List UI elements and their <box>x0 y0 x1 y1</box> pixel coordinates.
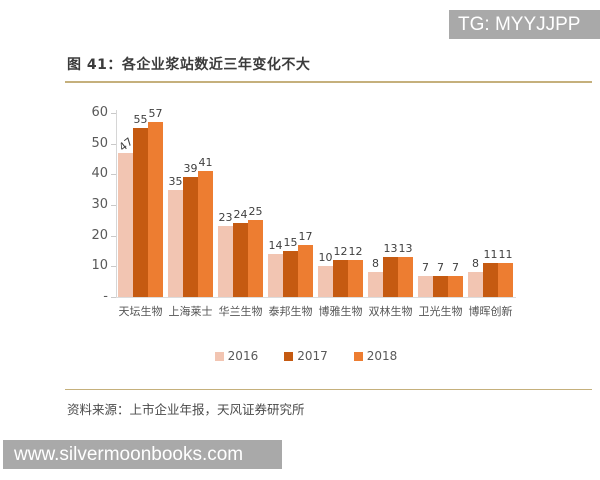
y-axis-tick <box>111 144 116 145</box>
legend-item-2018: 2018 <box>353 349 398 363</box>
value-label-2017-天坛生物: 55 <box>133 113 148 126</box>
title-divider-line <box>65 81 592 83</box>
value-label-2018-泰邦生物: 17 <box>298 230 313 243</box>
website-url-text: www.silvermoonbooks.com <box>14 444 244 465</box>
value-label-2016-博雅生物: 10 <box>318 251 333 264</box>
y-axis-label: 60 <box>91 105 108 120</box>
y-axis-label: 50 <box>91 136 108 151</box>
value-label-2016-双林生物: 8 <box>372 257 379 270</box>
value-label-2017-华兰生物: 24 <box>233 208 248 221</box>
legend-swatch-2016 <box>214 351 224 361</box>
x-axis-label-上海莱士: 上海莱士 <box>168 305 213 318</box>
legend-item-2017: 2017 <box>284 349 328 363</box>
x-axis-label-卫光生物: 卫光生物 <box>418 305 463 318</box>
value-label-2017-泰邦生物: 15 <box>283 236 298 249</box>
bar-2017-泰邦生物 <box>283 251 298 297</box>
y-axis-tick <box>111 174 116 175</box>
y-axis-tick <box>111 113 116 114</box>
y-axis-label: - <box>103 289 108 304</box>
bar-2016-博雅生物 <box>318 266 333 297</box>
x-axis-label-华兰生物: 华兰生物 <box>218 305 263 318</box>
y-axis-label: 30 <box>91 197 108 212</box>
value-label-2018-博晖创新: 11 <box>498 248 513 261</box>
legend-swatch-2018 <box>353 351 363 361</box>
value-label-2017-双林生物: 13 <box>383 242 398 255</box>
value-label-2016-卫光生物: 7 <box>422 261 429 274</box>
value-label-2018-上海莱士: 41 <box>198 156 213 169</box>
bar-2017-博雅生物 <box>333 260 348 297</box>
y-axis-label: 10 <box>91 258 108 273</box>
y-axis-tick <box>111 266 116 267</box>
bar-2016-华兰生物 <box>218 226 233 297</box>
legend-item-2016: 2016 <box>214 349 259 363</box>
bar-2018-上海莱士 <box>198 171 213 297</box>
value-label-2016-上海莱士: 35 <box>168 175 183 188</box>
value-label-2017-博雅生物: 12 <box>333 245 348 258</box>
y-axis-tick <box>111 236 116 237</box>
legend-label-2017: 2017 <box>297 349 328 363</box>
bar-2018-双林生物 <box>398 257 413 297</box>
value-label-2018-卫光生物: 7 <box>452 261 459 274</box>
bar-2016-上海莱士 <box>168 190 183 297</box>
bar-2016-博晖创新 <box>468 272 483 297</box>
bar-2017-双林生物 <box>383 257 398 297</box>
y-axis-tick <box>111 205 116 206</box>
value-label-2017-上海莱士: 39 <box>183 162 198 175</box>
bar-2017-卫光生物 <box>433 276 448 297</box>
figure-source: 资料来源：上市企业年报，天风证券研究所 <box>67 402 305 417</box>
x-axis-label-博晖创新: 博晖创新 <box>468 305 513 318</box>
y-axis-line <box>116 110 117 298</box>
value-label-2017-博晖创新: 11 <box>483 248 498 261</box>
bar-2017-博晖创新 <box>483 263 498 297</box>
chart-legend: 2016 2017 2018 <box>60 349 552 363</box>
value-label-2016-华兰生物: 23 <box>218 211 233 224</box>
y-axis-label: 40 <box>91 166 108 181</box>
bar-2016-卫光生物 <box>418 276 433 297</box>
bar-2018-博晖创新 <box>498 263 513 297</box>
y-axis-tick <box>111 297 116 298</box>
bar-2016-天坛生物 <box>118 153 133 297</box>
bar-2018-天坛生物 <box>148 122 163 297</box>
legend-swatch-2017 <box>284 351 294 361</box>
bar-2017-华兰生物 <box>233 223 248 297</box>
x-axis-label-双林生物: 双林生物 <box>368 305 413 318</box>
x-axis-label-天坛生物: 天坛生物 <box>118 305 163 318</box>
bar-2018-泰邦生物 <box>298 245 313 297</box>
value-label-2017-卫光生物: 7 <box>437 261 444 274</box>
telegram-watermark-banner: TG: MYYJJPP <box>449 10 600 39</box>
figure-title: 图 41：各企业浆站数近三年变化不大 <box>67 57 311 73</box>
value-label-2018-天坛生物: 57 <box>148 107 163 120</box>
value-label-2018-华兰生物: 25 <box>248 205 263 218</box>
bar-2017-上海莱士 <box>183 177 198 297</box>
bar-2016-双林生物 <box>368 272 383 297</box>
value-label-2016-博晖创新: 8 <box>472 257 479 270</box>
bar-2016-泰邦生物 <box>268 254 283 297</box>
x-axis-label-泰邦生物: 泰邦生物 <box>268 305 313 318</box>
bar-2017-天坛生物 <box>133 128 148 297</box>
telegram-handle-text: TG: MYYJJPP <box>458 14 581 35</box>
legend-label-2018: 2018 <box>366 349 398 363</box>
source-divider-line <box>65 389 592 390</box>
bar-2018-博雅生物 <box>348 260 363 297</box>
value-label-2016-泰邦生物: 14 <box>268 239 283 252</box>
website-watermark-banner: www.silvermoonbooks.com <box>3 440 282 469</box>
x-axis-label-博雅生物: 博雅生物 <box>318 305 363 318</box>
value-label-2018-双林生物: 13 <box>398 242 413 255</box>
legend-label-2016: 2016 <box>227 349 259 363</box>
bar-2018-卫光生物 <box>448 276 463 297</box>
x-axis-line <box>116 297 516 298</box>
value-label-2018-博雅生物: 12 <box>348 245 363 258</box>
bar-2018-华兰生物 <box>248 220 263 297</box>
y-axis-label: 20 <box>91 228 108 243</box>
